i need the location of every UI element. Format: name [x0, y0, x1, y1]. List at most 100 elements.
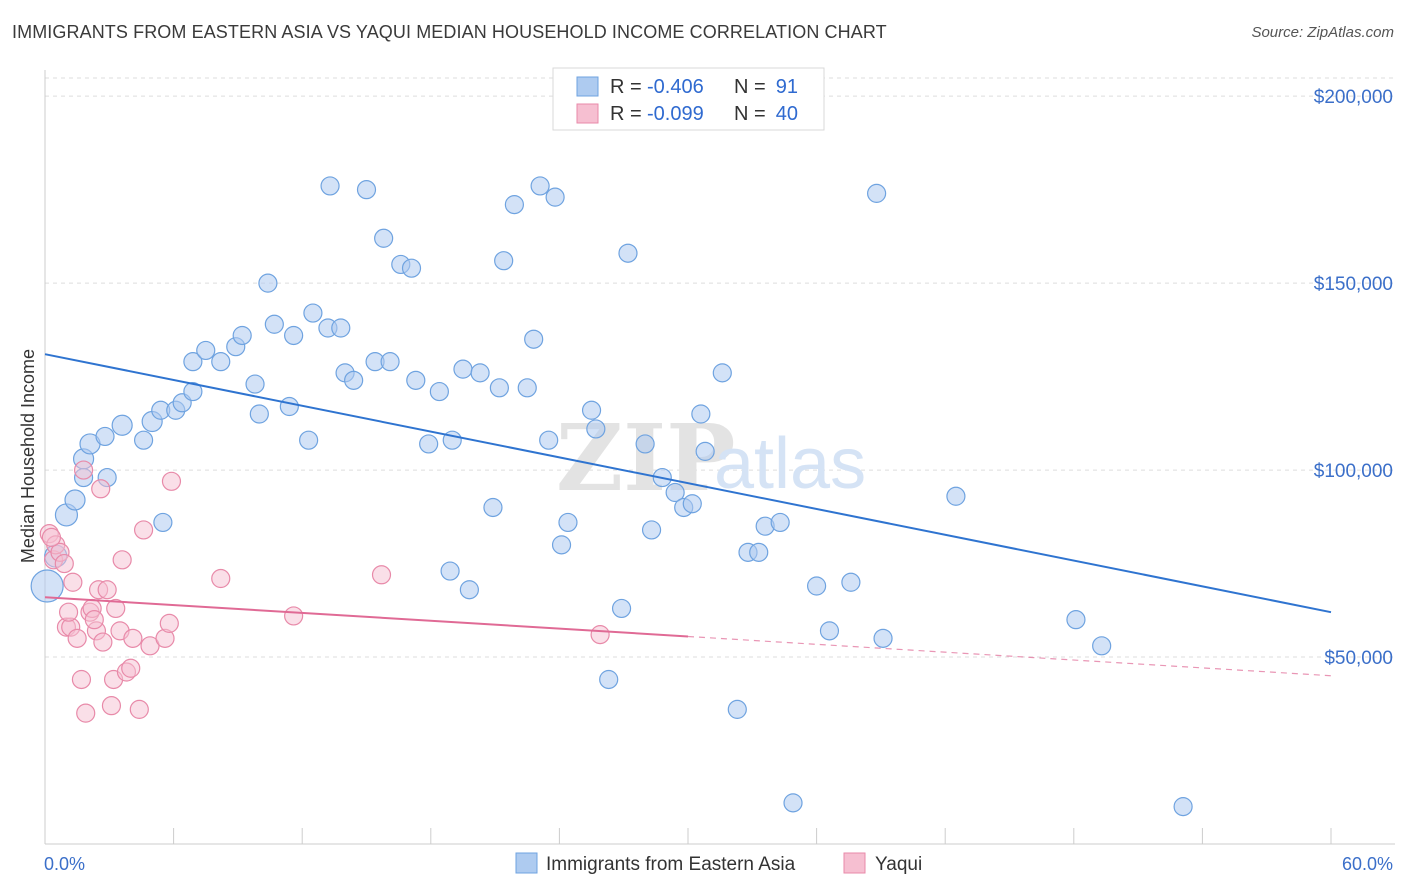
eastern-asia-point-84 — [873, 628, 893, 648]
eastern-asia-point-27 — [284, 325, 304, 346]
yaqui-point-33 — [211, 568, 231, 589]
legend-n-label-2: N = — [734, 103, 766, 125]
series-yaqui-points — [39, 460, 610, 723]
yaqui-point-39 — [84, 610, 104, 630]
eastern-asia-point-52 — [504, 195, 524, 215]
yaqui-point-4 — [54, 553, 74, 574]
yaqui-point-21 — [106, 598, 126, 619]
eastern-asia-point-41 — [406, 370, 426, 390]
eastern-asia-point-24 — [258, 273, 278, 293]
eastern-asia-point-43 — [429, 381, 449, 402]
eastern-asia-point-51 — [494, 251, 514, 271]
yaqui-point-31 — [159, 613, 179, 633]
eastern-asia-point-38 — [380, 352, 400, 372]
eastern-asia-point-23 — [249, 404, 269, 424]
bottom-legend-label-1: Immigrants from Eastern Asia — [546, 854, 796, 875]
yaqui-point-18 — [97, 580, 117, 600]
yaqui-point-25 — [121, 658, 141, 678]
eastern-asia-point-17 — [183, 352, 203, 372]
bottom-legend: Immigrants from Eastern Asia Yaqui — [515, 852, 922, 875]
eastern-asia-point-0 — [30, 569, 64, 603]
eastern-asia-point-54 — [524, 329, 544, 349]
eastern-asia-point-8 — [95, 426, 115, 447]
yaqui-point-35 — [371, 565, 392, 585]
y-tick-label-1: $100,000 — [1314, 461, 1393, 482]
yaqui-point-26 — [123, 628, 143, 648]
legend-swatch-blue — [576, 76, 599, 97]
legend-r-label-2: R = — [610, 103, 642, 125]
bottom-legend-swatch-blue — [515, 852, 538, 874]
eastern-asia-point-29 — [303, 303, 323, 323]
yaqui-point-34 — [284, 606, 304, 626]
x-tick-label-1: 60.0% — [1342, 854, 1393, 874]
y-tick-labels: $50,000 $100,000 $150,000 $200,000 — [1314, 87, 1393, 669]
eastern-asia-point-18 — [196, 340, 216, 361]
y-tick-label-3: $200,000 — [1314, 87, 1393, 108]
y-tick-label-0: $50,000 — [1324, 648, 1393, 669]
x-tick-label-0: 0.0% — [44, 854, 85, 874]
yaqui-trend-line-solid — [44, 596, 689, 638]
eastern-asia-point-79 — [783, 793, 803, 813]
yaqui-point-23 — [112, 550, 132, 570]
legend-r-label-1: R = — [610, 76, 642, 98]
eastern-asia-point-88 — [1173, 797, 1193, 817]
eastern-asia-point-14 — [153, 512, 173, 533]
eastern-asia-point-22 — [245, 374, 265, 394]
yaqui-point-16 — [91, 479, 111, 499]
eastern-asia-point-47 — [459, 580, 479, 600]
eastern-asia-point-73 — [712, 363, 732, 383]
yaqui-point-19 — [101, 696, 122, 716]
eastern-asia-point-56 — [539, 430, 559, 450]
legend-box: R = -0.406 N = 91 R = -0.099 N = 40 — [552, 67, 825, 131]
eastern-asia-point-28 — [299, 430, 319, 450]
eastern-asia-point-57 — [545, 187, 565, 207]
eastern-asia-point-37 — [374, 228, 394, 248]
yaqui-point-37 — [41, 527, 62, 547]
eastern-asia-point-49 — [483, 497, 503, 518]
bottom-legend-label-2: Yaqui — [875, 854, 922, 875]
eastern-asia-point-83 — [867, 183, 887, 203]
eastern-asia-point-72 — [695, 441, 715, 461]
yaqui-point-9 — [71, 669, 92, 690]
legend-r-value-2: -0.099 — [647, 103, 704, 125]
yaqui-point-11 — [76, 703, 96, 723]
eastern-asia-point-44 — [440, 561, 460, 581]
eastern-asia-point-70 — [682, 494, 702, 514]
legend-n-label-1: N = — [734, 76, 766, 98]
eastern-asia-point-9 — [111, 414, 133, 436]
eastern-asia-point-48 — [470, 363, 490, 383]
legend-n-value-1: 91 — [776, 76, 798, 98]
eastern-asia-point-26 — [279, 396, 299, 417]
eastern-asia-point-65 — [635, 434, 655, 454]
eastern-asia-point-85 — [946, 486, 966, 506]
yaqui-point-7 — [63, 572, 83, 592]
eastern-asia-point-81 — [819, 621, 840, 641]
eastern-asia-point-64 — [618, 243, 638, 263]
yaqui-point-10 — [73, 460, 94, 480]
y-tick-label-2: $150,000 — [1314, 274, 1393, 295]
eastern-asia-point-82 — [841, 572, 861, 592]
eastern-asia-point-58 — [551, 535, 572, 555]
eastern-asia-point-62 — [599, 669, 619, 690]
trend-lines — [44, 353, 1332, 677]
eastern-asia-point-3 — [64, 489, 86, 511]
eastern-asia-point-21 — [232, 325, 252, 346]
yaqui-point-32 — [161, 471, 182, 491]
bottom-legend-swatch-pink — [843, 852, 866, 874]
yaqui-point-17 — [93, 632, 113, 652]
eastern-asia-point-86 — [1066, 610, 1086, 630]
eastern-asia-point-19 — [211, 352, 231, 372]
eastern-asia-point-80 — [806, 576, 827, 596]
chart-source: Source: ZipAtlas.com — [1251, 24, 1394, 41]
legend-r-value-1: -0.406 — [647, 76, 704, 98]
eastern-asia-point-60 — [581, 400, 602, 420]
yaqui-point-28 — [133, 520, 154, 540]
eastern-asia-point-34 — [344, 370, 364, 390]
eastern-asia-point-46 — [453, 359, 473, 379]
eastern-asia-point-78 — [770, 512, 790, 533]
eastern-asia-point-55 — [530, 176, 550, 196]
yaqui-point-8 — [67, 628, 87, 648]
eastern-asia-point-71 — [691, 404, 711, 424]
y-axis-label: Median Household Income — [18, 349, 38, 563]
eastern-asia-point-66 — [641, 520, 662, 540]
